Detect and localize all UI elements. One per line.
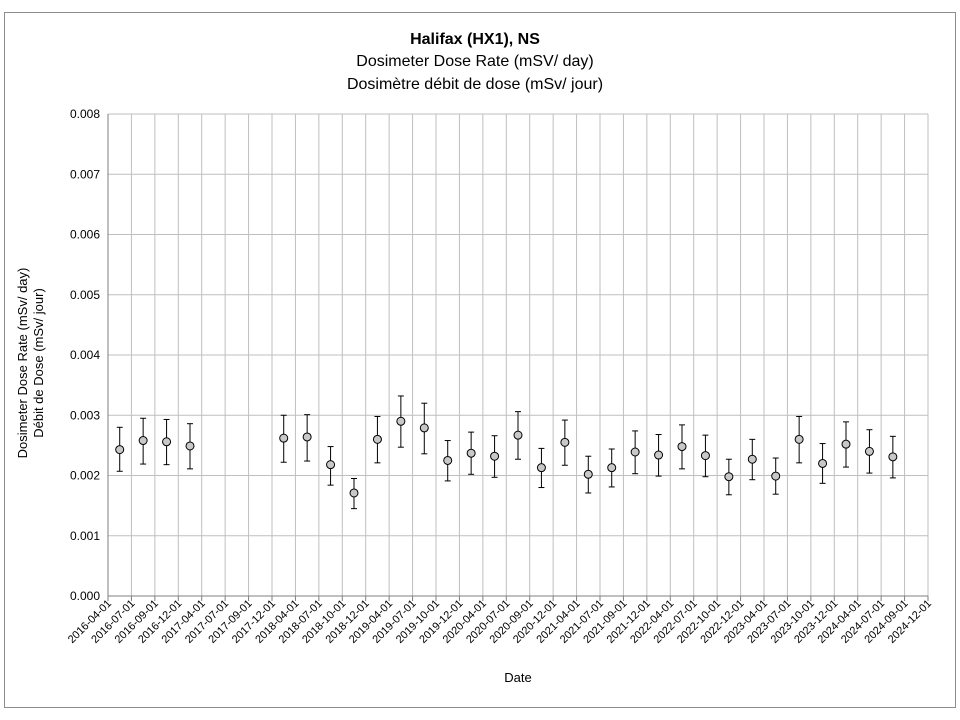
data-point	[583, 455, 593, 494]
data-marker	[794, 434, 804, 444]
data-marker	[302, 432, 312, 442]
data-marker	[888, 452, 898, 462]
y-tick-label: 0.006	[70, 228, 100, 242]
data-point	[115, 426, 125, 472]
data-marker	[864, 446, 874, 456]
data-point	[607, 448, 617, 488]
data-point	[419, 402, 429, 455]
data-point	[279, 414, 289, 463]
data-marker	[607, 463, 617, 473]
data-point	[560, 419, 570, 466]
dose-rate-chart: Halifax (HX1), NS Dosimeter Dose Rate (m…	[15, 31, 934, 685]
data-marker	[185, 441, 195, 451]
x-tick-labels: 2016-04-012016-07-012016-09-012016-12-01…	[66, 598, 934, 646]
x-axis-label: Date	[504, 670, 531, 685]
data-point	[841, 421, 851, 468]
data-marker	[513, 430, 523, 440]
axes	[107, 114, 929, 601]
data-point	[185, 423, 195, 470]
data-marker	[396, 416, 406, 426]
chart-titles: Halifax (HX1), NS Dosimeter Dose Rate (m…	[347, 31, 603, 93]
data-marker	[536, 463, 546, 473]
data-marker	[841, 439, 851, 449]
grid-lines	[108, 113, 929, 596]
data-point	[700, 434, 710, 478]
data-marker	[372, 434, 382, 444]
data-marker	[490, 451, 500, 461]
data-marker	[700, 451, 710, 461]
data-point	[747, 438, 757, 481]
data-point	[138, 417, 148, 465]
data-marker	[138, 436, 148, 446]
data-point	[888, 435, 898, 479]
chart-frame: Halifax (HX1), NS Dosimeter Dose Rate (m…	[4, 12, 956, 708]
data-marker	[560, 437, 570, 447]
data-point	[864, 429, 874, 474]
y-tick-labels: 0.000 0.001 0.002 0.003 0.004 0.005 0.006 0.007…	[70, 107, 100, 603]
data-marker	[654, 450, 664, 460]
data-marker	[677, 442, 687, 452]
data-point	[443, 440, 453, 482]
chart-title: Halifax (HX1), NS	[410, 31, 540, 48]
data-marker	[326, 460, 336, 470]
data-point	[326, 446, 336, 486]
data-marker	[747, 454, 757, 464]
data-points	[115, 395, 898, 510]
y-tick-label: 0.007	[70, 167, 100, 181]
data-marker	[349, 488, 359, 498]
data-point	[513, 411, 523, 460]
data-marker	[818, 458, 828, 468]
data-point	[771, 457, 781, 495]
data-point	[162, 418, 172, 466]
y-tick-label: 0.008	[70, 107, 100, 121]
data-point	[654, 434, 664, 477]
data-marker	[279, 433, 289, 443]
data-marker	[583, 469, 593, 479]
data-marker	[771, 471, 781, 481]
data-point	[724, 458, 734, 496]
y-tick-label: 0.004	[70, 348, 100, 362]
data-point	[396, 395, 406, 448]
data-point	[466, 431, 476, 475]
data-marker	[724, 472, 734, 482]
data-point	[630, 430, 640, 475]
y-tick-label: 0.002	[70, 469, 100, 483]
data-marker	[162, 437, 172, 447]
data-point	[677, 424, 687, 470]
y-axis-label-en: Dosimeter Dose Rate (mSv/ day)	[15, 268, 30, 459]
data-point	[818, 443, 828, 484]
y-tick-label: 0.000	[70, 589, 100, 603]
data-marker	[630, 447, 640, 457]
data-marker	[115, 445, 125, 455]
data-point	[536, 447, 546, 489]
chart-subtitle-fr: Dosimètre débit de dose (mSv/ jour)	[347, 76, 603, 93]
chart-subtitle-en: Dosimeter Dose Rate (mSV/ day)	[356, 53, 593, 70]
data-point	[794, 415, 804, 464]
data-marker	[419, 423, 429, 433]
data-marker	[443, 455, 453, 465]
data-point	[302, 414, 312, 462]
y-axis-label-fr: Débit de Dose (mSv/ jour)	[31, 288, 46, 438]
y-tick-label: 0.001	[70, 529, 100, 543]
data-marker	[466, 448, 476, 458]
data-point	[349, 478, 359, 510]
data-point	[490, 435, 500, 478]
y-tick-label: 0.003	[70, 408, 100, 422]
y-tick-label: 0.005	[70, 288, 100, 302]
data-point	[372, 415, 382, 464]
